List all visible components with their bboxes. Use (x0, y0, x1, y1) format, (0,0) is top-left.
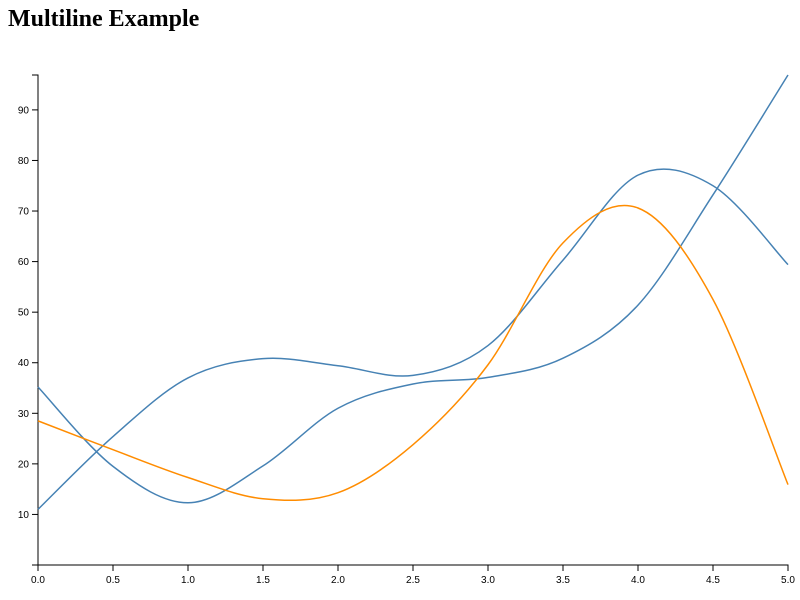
y-tick-label: 80 (18, 156, 30, 167)
line (37, 204, 789, 502)
x-tick-label: 3.0 (481, 575, 495, 586)
x-tick-label: 4.0 (631, 575, 645, 586)
line (37, 168, 789, 510)
x-tick-label: 3.5 (556, 575, 570, 586)
x-tick-label: 4.5 (706, 575, 720, 586)
y-tick-label: 10 (18, 510, 30, 521)
y-tick-label: 40 (18, 358, 30, 369)
x-tick-label: 5.0 (781, 575, 795, 586)
y-tick-label: 90 (18, 105, 30, 116)
y-tick-label: 50 (18, 308, 30, 319)
x-tick-label: 0.5 (106, 575, 120, 586)
y-tick-label: 60 (18, 257, 30, 268)
x-tick-label: 2.5 (406, 575, 420, 586)
y-axis (32, 74, 39, 566)
x-tick-label: 2.0 (331, 575, 345, 586)
x-tick-label: 1.5 (256, 575, 270, 586)
x-tick-label: 1.0 (181, 575, 195, 586)
y-tick-label: 70 (18, 207, 30, 218)
y-tick-label: 20 (18, 459, 30, 470)
x-tick-label: 0.0 (31, 575, 45, 586)
chart-title: Multiline Example (8, 6, 200, 32)
line (37, 74, 789, 504)
y-tick-label: 30 (18, 409, 30, 420)
